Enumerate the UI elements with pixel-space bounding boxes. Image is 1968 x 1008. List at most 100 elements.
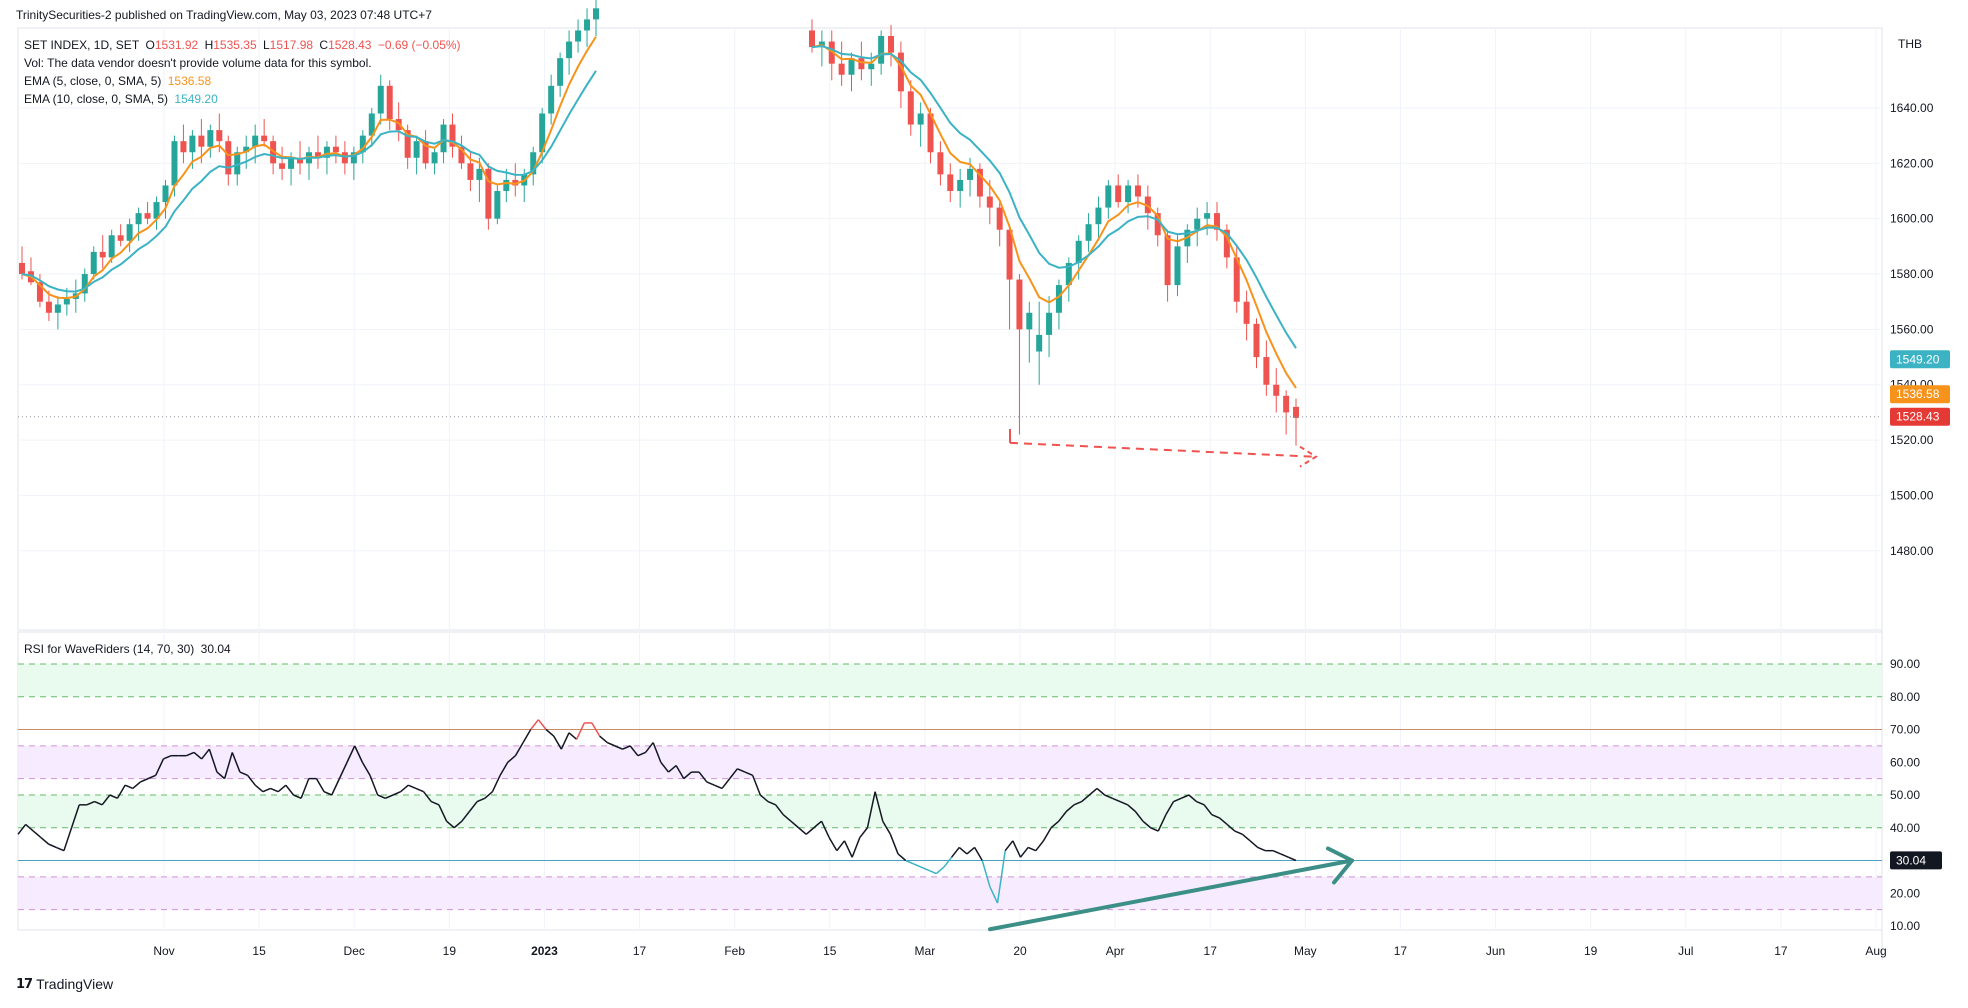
candle-body [413,141,420,158]
price-trend-arrowhead [1299,445,1318,468]
candle-body [1194,218,1201,230]
x-tick-label: May [1294,944,1317,958]
candle-body [261,135,268,142]
candle-body [368,113,375,136]
rsi-value-badge-text: 30.04 [1896,853,1926,867]
high-value: 1535.35 [213,38,257,52]
rsi-line-segment [1180,794,1190,799]
rsi-line-segment [124,784,134,790]
rsi-line-segment [400,784,409,793]
rsi-line-segment [683,771,692,780]
rsi-line-segment [484,791,493,799]
candle-body [19,262,25,275]
rsi-line-segment [882,820,892,835]
candle-body [1243,301,1250,324]
candle-body [996,207,1003,230]
rsi-line-segment [775,804,784,816]
x-tick-label: 19 [443,944,457,958]
rsi-line-segment [660,761,670,773]
rsi-line-segment [1058,810,1068,822]
open-value: 1531.92 [154,38,199,52]
rsi-line-segment [1157,814,1167,832]
candle-body [937,152,944,175]
rsi-line-segment [453,820,463,829]
candle-body [1134,185,1141,197]
rsi-line-segment [1088,787,1098,796]
ema5-line [811,44,1297,389]
candle-body [575,30,582,42]
rsi-line-segment [629,745,639,757]
rsi-line-segment [805,827,815,835]
rsi-line-segment [315,778,325,793]
rsi-line-segment [897,853,907,862]
rsi-line-segment [1119,800,1128,806]
rsi-line-segment [1226,823,1236,832]
symbol-legend[interactable]: SET INDEX, 1D, SET O1531.92 H1535.35 L15… [24,38,464,52]
rsi-line-segment [599,735,608,744]
rsi-line-segment [951,846,960,858]
candle-body [1263,357,1270,385]
candle-body [1046,312,1053,335]
rsi-line-segment [1073,800,1083,806]
candle-body [1174,246,1181,286]
price-tick-label: 1600.00 [1890,212,1934,226]
rsi-line-segment [1112,797,1121,803]
rsi-line-segment [996,850,1006,904]
rsi-line-segment [262,787,271,793]
candle-body [1095,207,1102,225]
rsi-line-segment [385,794,394,799]
rsi-line-segment [300,778,310,799]
candle-body [1233,257,1240,302]
rsi-line-segment [461,810,471,822]
rsi-line-segment [132,781,141,790]
candle-body [1085,224,1092,241]
rsi-tick-label: 20.00 [1890,886,1920,900]
rsi-line-segment [522,729,532,743]
ema10-value: 1549.20 [174,92,218,106]
candle-body [135,213,142,225]
candle-body [153,202,160,219]
rsi-line-segment [820,820,830,838]
price-tick-label: 1580.00 [1890,267,1934,281]
rsi-tick-label: 10.00 [1890,919,1920,933]
rsi-line-segment [1272,849,1281,855]
candle-body [1204,213,1211,219]
rsi-line-segment [285,784,295,796]
x-tick-label: 17 [1204,944,1218,958]
candle-body [234,152,241,175]
candle-body [54,304,61,313]
candle-body [907,91,914,125]
rsi-line-segment [369,775,379,796]
rsi-line-segment [652,742,662,763]
ema5-legend[interactable]: EMA (5, close, 0, SMA, 5) 1536.58 [24,74,214,88]
rsi-line-segment [698,771,708,783]
ema10-legend[interactable]: EMA (10, close, 0, SMA, 5) 1549.20 [24,92,221,106]
tradingview-logo[interactable]: 17 TradingView [16,976,113,992]
candle-body [350,152,357,164]
candle-body [897,52,904,92]
rsi-line-segment [913,863,922,868]
rsi-line-segment [438,804,448,822]
candle-body [440,124,447,153]
rsi-line-segment [223,752,233,779]
candle-body [503,179,510,191]
rsi-tick-label: 60.00 [1890,755,1920,769]
rsi-legend[interactable]: RSI for WaveRiders (14, 70, 30) 30.04 [24,642,234,656]
candle-body [1213,213,1220,230]
rsi-line-segment [1203,804,1213,816]
low-value: 1517.98 [269,38,314,52]
candle-body [99,251,106,258]
rsi-line-segment [86,800,95,806]
candle-body [279,163,286,169]
ema10-badge [1890,350,1950,369]
rsi-line-segment [1288,856,1297,862]
candle-body [422,141,429,164]
candle-body [967,168,974,180]
rsi-line-segment [943,856,953,868]
ema10-line [21,70,597,293]
candle-body [126,224,133,241]
rsi-line-segment [1096,787,1106,796]
x-tick-label: Feb [724,944,745,958]
ema5-value: 1536.58 [1896,387,1940,401]
